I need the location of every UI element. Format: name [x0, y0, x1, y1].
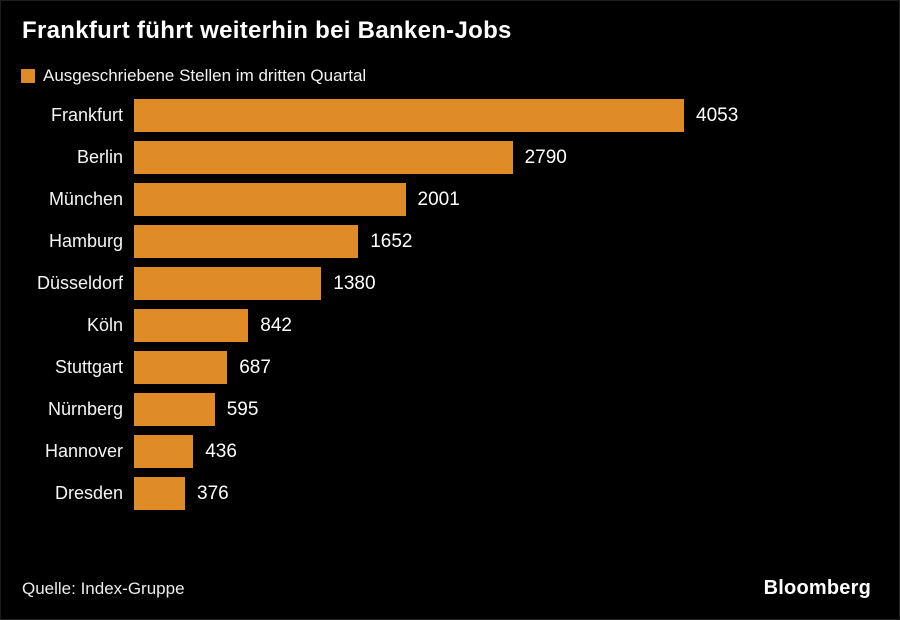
bar [134, 309, 249, 342]
bar-label: Köln [86, 315, 123, 335]
bar [134, 225, 359, 258]
legend: Ausgeschriebene Stellen im dritten Quart… [21, 66, 366, 86]
chart-row: Stuttgart 687 [1, 351, 899, 384]
footer: Quelle: Index-Gruppe Bloomberg [22, 577, 871, 600]
bar-label: Hamburg [48, 231, 123, 251]
bar-value: 2790 [524, 146, 567, 168]
bar-chart: Frankfurt 4053 Berlin 2790 München 2001 Hambur… [1, 99, 899, 519]
chart-row: Frankfurt 4053 [1, 99, 899, 132]
bar-value: 2001 [417, 188, 460, 210]
chart-row: München 2001 [1, 183, 899, 216]
bar-label: Stuttgart [54, 357, 123, 377]
chart-row: Nürnberg 595 [1, 393, 899, 426]
source-label: Quelle: Index-Gruppe [22, 579, 185, 598]
bar-value: 595 [226, 398, 259, 420]
bar-value: 436 [205, 440, 237, 462]
chart-title: Frankfurt führt weiterhin bei Banken-Job… [22, 17, 512, 44]
bar-value: 1380 [333, 272, 376, 294]
chart-row: Hamburg 1652 [1, 225, 899, 258]
bar [134, 99, 684, 132]
bar-label: Frankfurt [50, 105, 123, 125]
bar-value: 842 [260, 314, 292, 336]
bar-value: 687 [239, 356, 271, 378]
bar [134, 141, 513, 174]
legend-swatch-icon [21, 69, 35, 83]
bar [134, 183, 406, 216]
bar-label: München [48, 189, 123, 209]
chart-row: Düsseldorf 1380 [1, 267, 899, 300]
bar-label: Dresden [54, 483, 123, 503]
bar [134, 477, 185, 510]
bar-label: Berlin [76, 147, 123, 167]
bloomberg-logo: Bloomberg [763, 577, 871, 599]
bar-value: 1652 [370, 230, 413, 252]
chart-row: Köln 842 [1, 309, 899, 342]
bar [134, 393, 215, 426]
bar [134, 351, 228, 384]
chart-row: Hannover 436 [1, 435, 899, 468]
bar [134, 267, 322, 300]
bar-value: 376 [197, 482, 229, 504]
bar [134, 435, 194, 468]
legend-label: Ausgeschriebene Stellen im dritten Quart… [43, 66, 367, 85]
bar-label: Düsseldorf [36, 273, 123, 293]
bar-value: 4053 [696, 104, 739, 126]
chart-row: Berlin 2790 [1, 141, 899, 174]
bar-label: Nürnberg [47, 399, 123, 419]
bar-label: Hannover [44, 441, 123, 461]
chart-row: Dresden 376 [1, 477, 899, 510]
